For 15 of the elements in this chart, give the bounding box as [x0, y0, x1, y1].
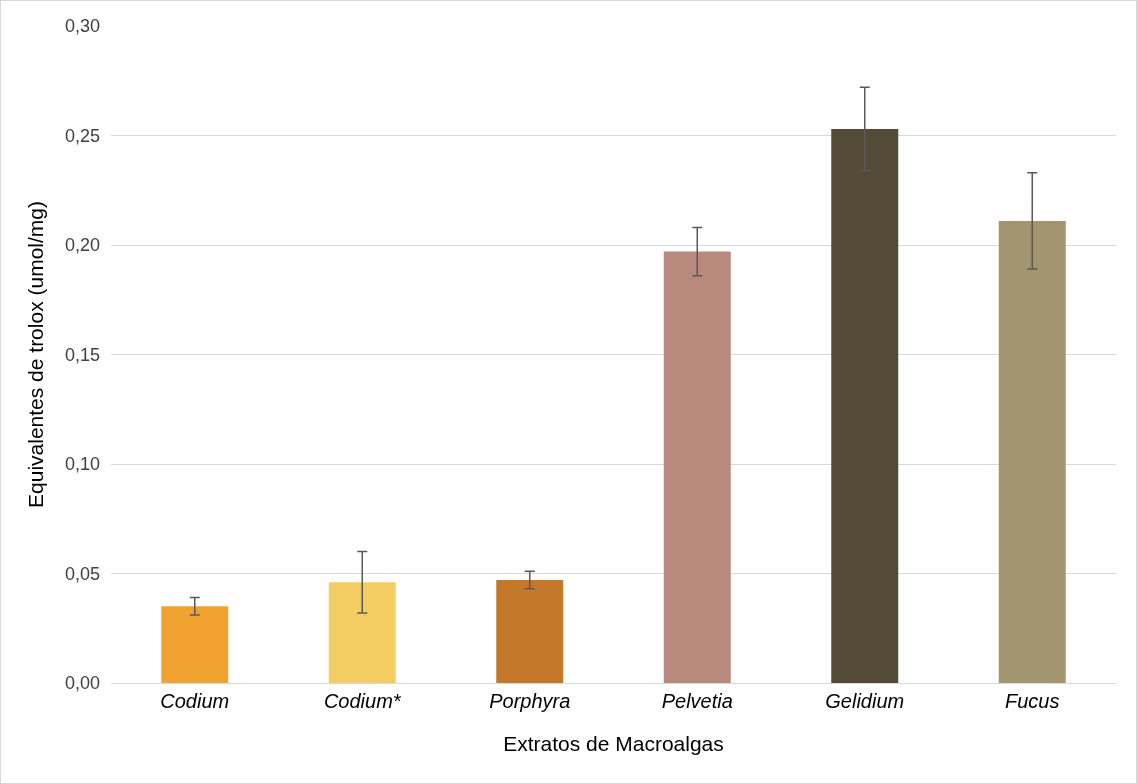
y-tick-label: 0,20: [64, 235, 100, 256]
y-tick-label: 0,30: [64, 16, 100, 37]
y-axis-title: Equivalentes de trolox (umol/mg): [24, 201, 48, 508]
x-tick-label: Porphyra: [489, 690, 571, 712]
y-tick-label: 0,00: [64, 673, 100, 694]
y-tick-label: 0,05: [64, 563, 100, 584]
y-tick-label: 0,10: [64, 454, 100, 475]
x-axis-title: Extratos de Macroalgas: [503, 732, 724, 756]
y-tick-label: 0,15: [64, 344, 100, 365]
x-tick-label: Codium: [160, 690, 230, 712]
x-tick-label: Pelvetia: [661, 690, 733, 712]
x-tick-label: Codium*: [323, 690, 402, 712]
x-tick-label: Fucus: [1005, 690, 1060, 712]
x-tick-label: Gelidium: [825, 690, 905, 712]
y-tick-label: 0,25: [64, 125, 100, 146]
